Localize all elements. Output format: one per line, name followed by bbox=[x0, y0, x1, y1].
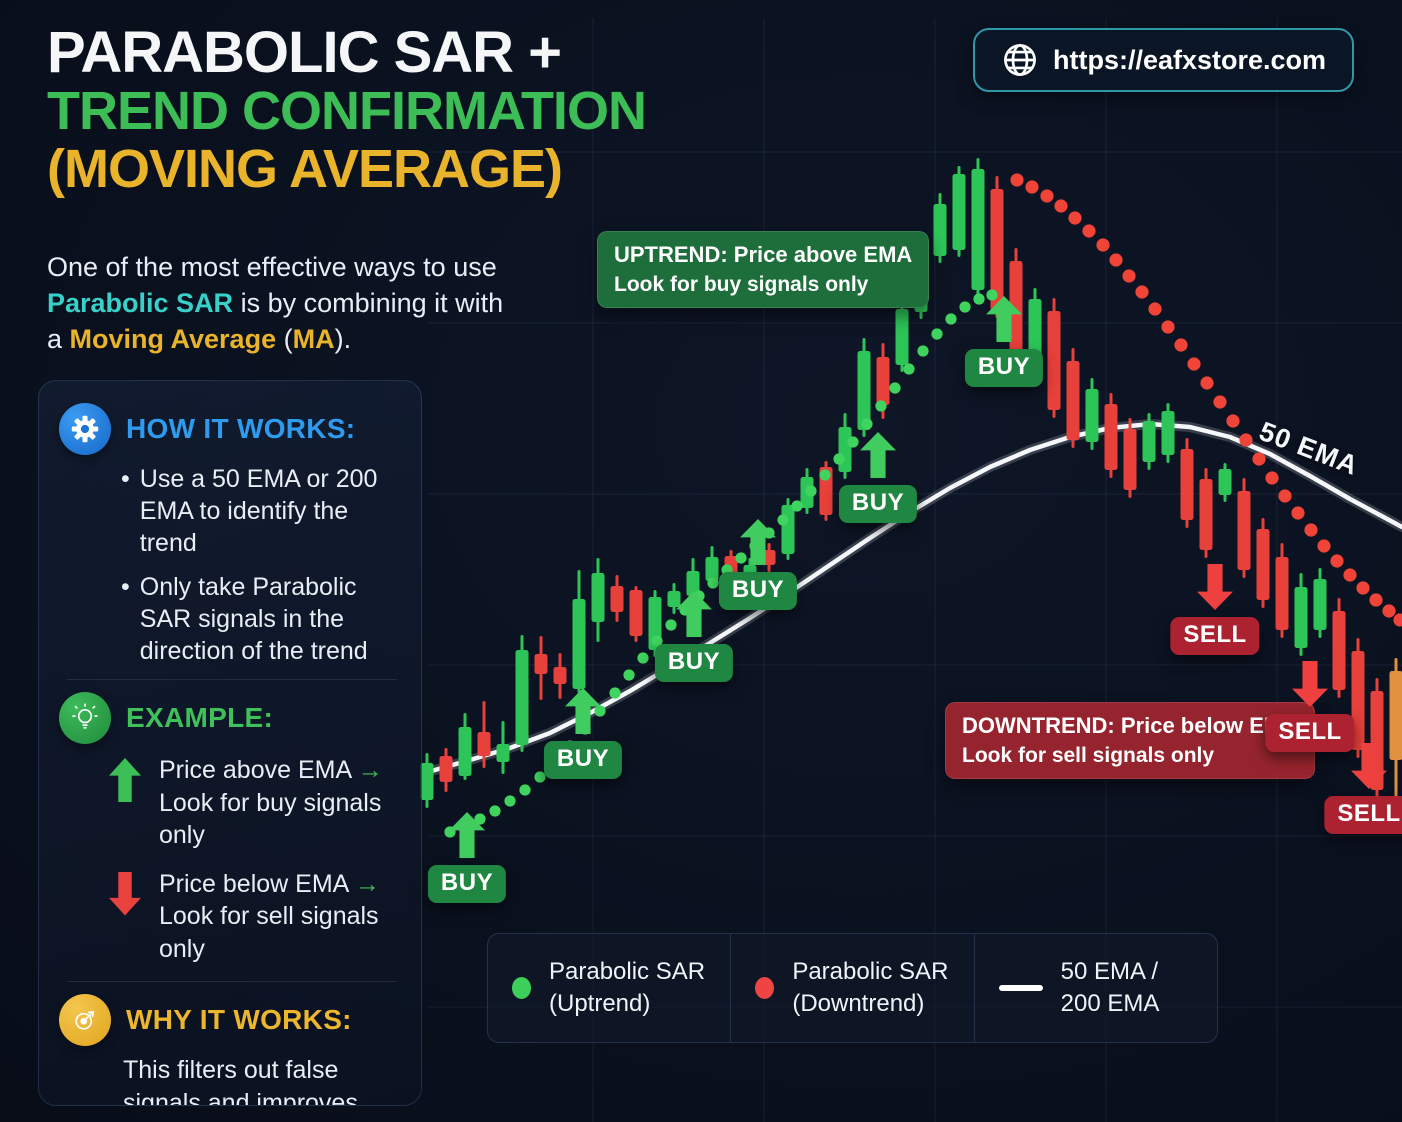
legend: Parabolic SAR (Uptrend) Parabolic SAR (D… bbox=[487, 933, 1218, 1043]
legend-text: Parabolic SAR (Uptrend) bbox=[549, 956, 705, 1021]
url-text: https://eafxstore.com bbox=[1053, 44, 1327, 75]
bullet-marker: • bbox=[121, 465, 130, 493]
uptrend-callout-line1: UPTREND: Price above EMA bbox=[614, 242, 913, 267]
buy-signal-badge: BUY bbox=[838, 485, 918, 523]
bullet-text: Use a 50 EMA or 200 EMA to identify the … bbox=[139, 465, 378, 557]
how-it-works-bullets: • Use a 50 EMA or 200 EMA to identify th… bbox=[59, 463, 401, 667]
divider bbox=[67, 981, 397, 982]
sell-arrow-icon bbox=[1292, 661, 1328, 707]
section-example-header: EXAMPLE: bbox=[59, 692, 401, 744]
uptrend-callout: UPTREND: Price above EMA Look for buy si… bbox=[597, 231, 930, 308]
buy-arrow-icon bbox=[986, 296, 1022, 342]
buy-arrow-icon bbox=[565, 688, 601, 734]
sell-signal-badge: SELL bbox=[1170, 617, 1260, 655]
sell-signal-badge: SELL bbox=[1324, 796, 1402, 834]
intro-line: a Moving Average (MA). bbox=[47, 322, 547, 358]
legend-line: (Uptrend) bbox=[549, 990, 651, 1017]
legend-line: Parabolic SAR bbox=[792, 957, 949, 985]
title-line-3: (MOVING AVERAGE) bbox=[47, 138, 563, 199]
title-line-1: PARABOLIC SAR + bbox=[47, 20, 562, 85]
buy-signal-badge: BUY bbox=[427, 865, 507, 903]
divider bbox=[67, 679, 397, 680]
section-title-how-it-works: HOW IT WORKS: bbox=[126, 413, 356, 444]
section-title-why-it-works: WHY IT WORKS: bbox=[126, 1004, 352, 1035]
sell-arrow-icon bbox=[1197, 564, 1233, 610]
sell-arrow-icon bbox=[1351, 743, 1387, 789]
up-arrow-icon bbox=[109, 758, 141, 802]
section-why-it-works-header: WHY IT WORKS: bbox=[59, 994, 401, 1046]
legend-line: Parabolic SAR bbox=[549, 957, 706, 985]
green-dot-icon bbox=[512, 977, 531, 999]
buy-arrow-icon bbox=[676, 591, 712, 637]
red-dot-icon bbox=[755, 977, 775, 999]
intro-line: One of the most effective ways to use bbox=[47, 250, 547, 286]
lightbulb-icon bbox=[59, 692, 111, 744]
gear-icon bbox=[59, 403, 111, 455]
legend-item-sar-downtrend: Parabolic SAR (Downtrend) bbox=[730, 934, 973, 1042]
section-how-it-works-header: HOW IT WORKS: bbox=[59, 403, 401, 455]
bullet-item: • Use a 50 EMA or 200 EMA to identify th… bbox=[121, 463, 401, 559]
intro-line: Parabolic SAR is by combining it with bbox=[47, 286, 547, 322]
legend-line: 200 EMA bbox=[1060, 990, 1160, 1017]
example-sell-line2: Look for sell signals only bbox=[159, 902, 379, 963]
legend-item-sar-uptrend: Parabolic SAR (Uptrend) bbox=[488, 934, 730, 1042]
line-swatch-icon bbox=[998, 985, 1043, 991]
globe-icon bbox=[1001, 41, 1039, 79]
bullet-marker: • bbox=[121, 573, 130, 601]
target-icon bbox=[59, 994, 111, 1046]
buy-signal-badge: BUY bbox=[964, 349, 1044, 387]
down-arrow-icon bbox=[109, 871, 141, 916]
info-panel: HOW IT WORKS: • Use a 50 EMA or 200 EMA … bbox=[38, 380, 422, 1106]
right-arrow-icon: → bbox=[354, 869, 380, 898]
legend-line: 50 EMA / bbox=[1060, 957, 1159, 985]
uptrend-callout-line2: Look for buy signals only bbox=[614, 273, 869, 296]
buy-arrow-icon bbox=[449, 812, 485, 858]
downtrend-callout-line2: Look for sell signals only bbox=[962, 744, 1215, 767]
example-buy-text: Price above EMA → Look for buy signals o… bbox=[159, 754, 401, 852]
legend-text: Parabolic SAR (Downtrend) bbox=[792, 956, 948, 1021]
intro-segment: ). bbox=[334, 323, 352, 354]
buy-signal-badge: BUY bbox=[543, 741, 623, 779]
right-arrow-icon: → bbox=[357, 756, 383, 784]
legend-text: 50 EMA / 200 EMA bbox=[1061, 956, 1160, 1021]
section-title-example: EXAMPLE: bbox=[126, 702, 274, 733]
example-sell-line1: Price below EMA bbox=[159, 869, 348, 898]
example-buy-line1: Price above EMA bbox=[159, 756, 351, 784]
url-badge[interactable]: https://eafxstore.com bbox=[973, 28, 1355, 92]
downtrend-callout: DOWNTREND: Price below EMA Look for sell… bbox=[945, 702, 1316, 779]
intro-segment: One of the most effective ways to use bbox=[47, 252, 497, 282]
buy-signal-badge: BUY bbox=[654, 644, 734, 682]
page-title: PARABOLIC SAR + TREND CONFIRMATION (MOVI… bbox=[47, 20, 647, 199]
legend-item-ema: 50 EMA / 200 EMA bbox=[973, 934, 1217, 1042]
intro-segment: a bbox=[47, 323, 70, 354]
buy-signal-badge: BUY bbox=[718, 572, 798, 610]
intro-segment: Parabolic SAR bbox=[47, 287, 234, 318]
bullet-item: • Only take Parabolic SAR signals in the… bbox=[121, 571, 401, 667]
intro-segment: Moving Average bbox=[69, 323, 277, 354]
why-it-works-text: This filters out false signals and impro… bbox=[123, 1056, 358, 1106]
example-row-sell: Price below EMA → Look for sell signals … bbox=[109, 868, 401, 966]
intro-segment: ( bbox=[276, 323, 293, 354]
downtrend-callout-line1: DOWNTREND: Price below EMA bbox=[962, 713, 1299, 738]
example-row-buy: Price above EMA → Look for buy signals o… bbox=[109, 754, 401, 852]
buy-arrow-icon bbox=[860, 432, 896, 478]
legend-line: (Downtrend) bbox=[792, 990, 925, 1017]
intro-paragraph: One of the most effective ways to use Par… bbox=[47, 250, 547, 358]
example-sell-text: Price below EMA → Look for sell signals … bbox=[159, 868, 401, 966]
bullet-text: Only take Parabolic SAR signals in the d… bbox=[139, 573, 368, 665]
sell-signal-badge: SELL bbox=[1265, 714, 1355, 752]
example-buy-line2: Look for buy signals only bbox=[159, 788, 382, 850]
title-line-2: TREND CONFIRMATION bbox=[47, 81, 647, 142]
buy-arrow-icon bbox=[740, 519, 776, 565]
intro-segment: is by combining it with bbox=[233, 287, 504, 318]
intro-segment: MA bbox=[292, 323, 335, 354]
